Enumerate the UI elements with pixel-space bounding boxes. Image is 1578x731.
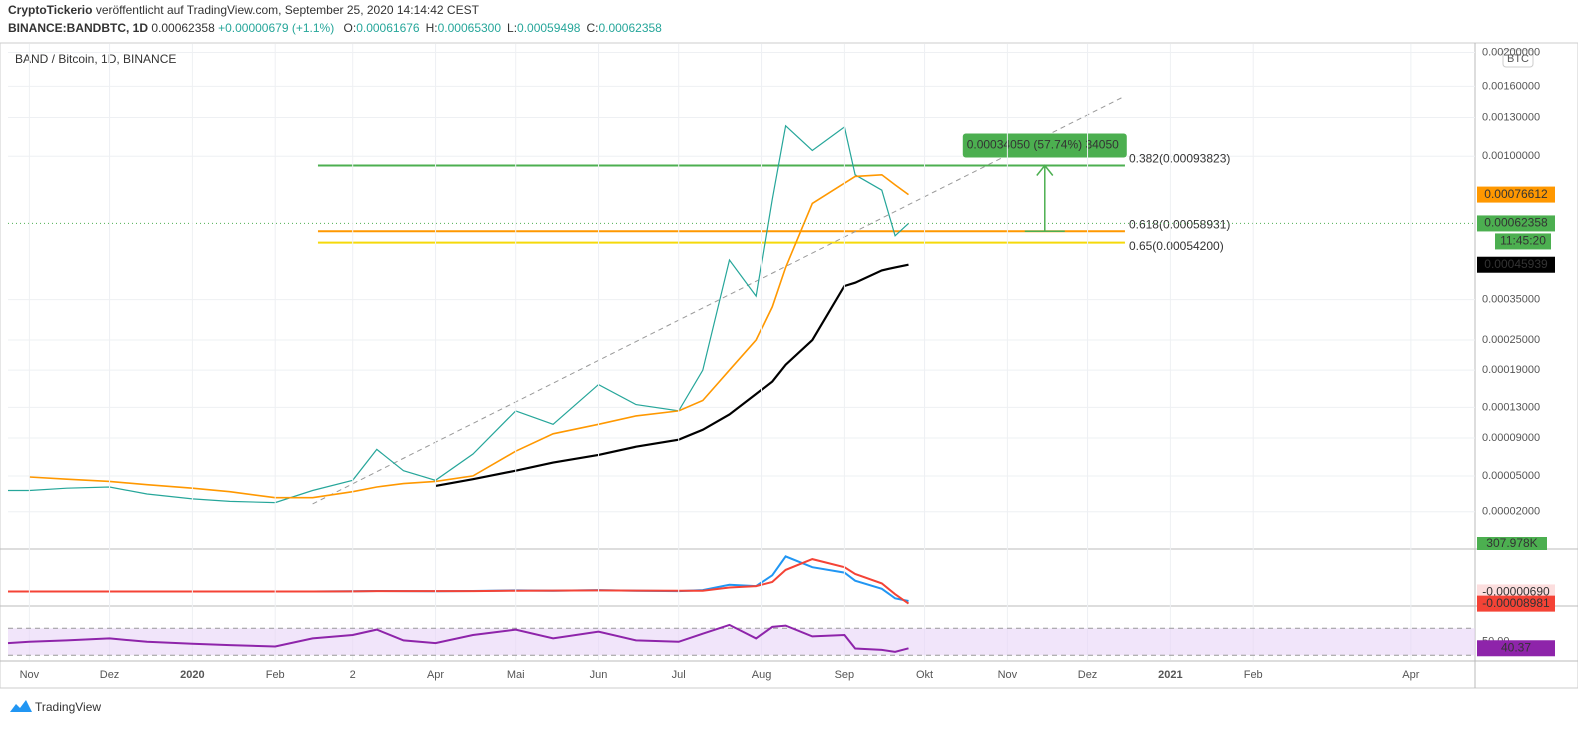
chart-legend: BAND / Bitcoin, 1D, BINANCE (15, 52, 176, 66)
x-tick-label: 2 (350, 669, 356, 681)
x-tick-label: Feb (266, 669, 285, 681)
published: veröffentlicht auf TradingView.com, Sept… (96, 3, 480, 17)
x-tick-label: Sep (835, 669, 855, 681)
author: CryptoTickerio (8, 3, 92, 17)
series-line (8, 558, 910, 605)
series-line (8, 124, 909, 504)
price-tag-label: -0.00000690 (1482, 585, 1550, 599)
ohlc-value: 0.00059498 (517, 21, 581, 35)
series-line (8, 555, 909, 602)
price-tag (1477, 595, 1555, 612)
price-tag (1477, 215, 1555, 232)
fib-label: 0.618(0.00058931) (1129, 217, 1230, 231)
y-tick-label: 0.00019000 (1482, 364, 1540, 376)
price-tag (1477, 186, 1555, 203)
price-tag (1477, 640, 1555, 657)
measure-label: 0.00034050 (57.74%) 34050 (967, 138, 1119, 152)
x-tick-label: 2021 (1158, 669, 1182, 681)
price-tag-label: 0.00076612 (1484, 187, 1548, 201)
change: +0.00000679 (+1.1%) (218, 21, 334, 35)
y-tick-label: 0.00009000 (1482, 432, 1540, 444)
header-line: CryptoTickerio veröffentlicht auf Tradin… (8, 3, 480, 17)
ohlc-key: C: (586, 21, 598, 35)
ohlc-value: 0.00062358 (598, 21, 662, 35)
x-tick-label: Apr (427, 669, 444, 681)
x-tick-label: Feb (1244, 669, 1263, 681)
x-tick-label: Apr (1402, 669, 1419, 681)
x-tick-label: 2020 (180, 669, 204, 681)
brand: TradingView (35, 700, 101, 714)
volume-tag (1477, 537, 1547, 550)
x-tick-label: Jun (590, 669, 608, 681)
frame (0, 42, 1578, 689)
fib-label: 0.382(0.00093823) (1129, 152, 1230, 166)
price-tag-label: 40.37 (1501, 640, 1531, 654)
x-tick-label: Dez (100, 669, 120, 681)
x-tick-label: Mai (507, 669, 525, 681)
y-tick-label: 0.00005000 (1482, 470, 1540, 482)
y-tick-label: 0.00002000 (1482, 506, 1540, 518)
x-tick-label: Nov (998, 669, 1018, 681)
trendline (312, 95, 1126, 505)
y-tick-label: 0.00013000 (1482, 401, 1540, 413)
x-tick-label: Aug (752, 669, 772, 681)
header-line: BINANCE:BANDBTC, 1D 0.00062358 +0.000006… (8, 21, 662, 35)
countdown-box (1495, 233, 1551, 250)
x-tick-label: Dez (1078, 669, 1098, 681)
price-tag-label: 0.00045939 (1484, 257, 1548, 271)
ohlc-value: 0.00065300 (438, 21, 502, 35)
series-line (29, 173, 909, 499)
logo (10, 700, 32, 712)
arrow-head (1036, 164, 1054, 176)
ohlc-key: L: (507, 21, 517, 35)
ohlc-key: O: (344, 21, 357, 35)
y-tick-label: 0.00100000 (1482, 150, 1540, 162)
y-tick-label: 0.00025000 (1482, 334, 1540, 346)
symbol: BINANCE:BANDBTC, 1D (8, 21, 148, 35)
x-tick-label: Okt (916, 669, 933, 681)
measure-box (962, 133, 1127, 158)
y-tick-label: 0.00200000 (1482, 46, 1540, 58)
y-tick-label: 0.00130000 (1482, 111, 1540, 123)
y-tick-label: 0.00035000 (1482, 294, 1540, 306)
ohlc-key: H: (426, 21, 438, 35)
ohlc-value: 0.00061676 (356, 21, 420, 35)
currency: BTC (1507, 53, 1529, 65)
price-tag (1477, 256, 1555, 273)
y-tick-label: 0.00160000 (1482, 80, 1540, 92)
price-tag-label: -0.00008981 (1482, 596, 1550, 610)
last-price: 0.00062358 (151, 21, 215, 35)
rsi-band (8, 628, 1475, 656)
countdown: 11:45:20 (1500, 234, 1546, 248)
series-line (435, 263, 909, 487)
volume-tag-label: 307.978K (1486, 536, 1537, 550)
fib-label: 0.65(0.00054200) (1129, 239, 1224, 253)
price-tag-label: 0.00062358 (1484, 216, 1548, 230)
x-tick-label: Jul (672, 669, 686, 681)
currency-box (1502, 49, 1534, 68)
x-tick-label: Nov (20, 669, 40, 681)
series-line (7, 623, 909, 653)
